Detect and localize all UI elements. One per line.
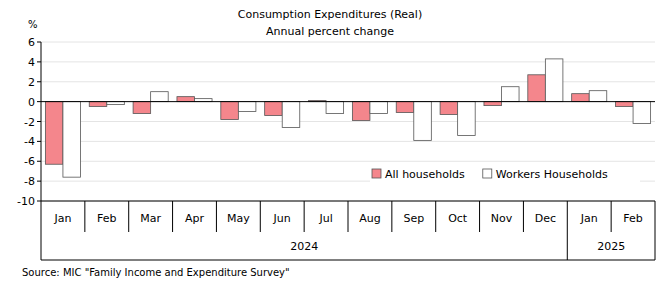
y-tick bbox=[37, 201, 41, 202]
cat-sep bbox=[348, 201, 349, 232]
bar bbox=[133, 102, 151, 114]
y-tick bbox=[37, 141, 41, 142]
grid-line bbox=[41, 141, 655, 142]
bar bbox=[545, 59, 563, 102]
x-tick-label: Jul bbox=[318, 212, 332, 225]
bars bbox=[45, 59, 650, 177]
y-tick bbox=[37, 42, 41, 43]
x-tick-label: Feb bbox=[97, 212, 116, 225]
cat-sep bbox=[41, 201, 42, 232]
bar bbox=[352, 102, 370, 121]
y-tick-label: -6 bbox=[24, 155, 35, 168]
grid-line bbox=[41, 42, 655, 43]
legend-bg bbox=[370, 164, 640, 184]
y-tick bbox=[37, 101, 41, 102]
grid-line bbox=[41, 161, 655, 162]
y-tick-label: -10 bbox=[17, 195, 35, 208]
grid-line bbox=[41, 121, 655, 122]
x-tick-label: Apr bbox=[185, 212, 205, 225]
bar bbox=[151, 92, 169, 102]
bar bbox=[45, 102, 63, 165]
bar bbox=[326, 102, 344, 114]
bar bbox=[370, 102, 388, 114]
bar bbox=[221, 102, 239, 120]
cat-sep bbox=[655, 201, 656, 232]
group-label: 2024 bbox=[290, 240, 318, 253]
x-tick-label: Oct bbox=[448, 212, 468, 225]
y-tick-label: -2 bbox=[24, 116, 35, 129]
bar bbox=[633, 102, 651, 124]
bar bbox=[396, 102, 414, 113]
y-tick bbox=[37, 61, 41, 62]
cat-sep bbox=[216, 201, 217, 232]
y-tick bbox=[37, 121, 41, 122]
bar bbox=[484, 102, 502, 106]
cat-sep bbox=[567, 201, 568, 232]
y-tick-label: 0 bbox=[28, 96, 35, 109]
group-sep bbox=[655, 232, 656, 260]
x-tick-label: Dec bbox=[535, 212, 556, 225]
x-tick-label: May bbox=[227, 212, 250, 225]
cat-sep bbox=[304, 201, 305, 232]
bar bbox=[177, 97, 195, 102]
cat-sep bbox=[260, 201, 261, 232]
bar bbox=[572, 94, 590, 102]
y-label: % bbox=[28, 19, 38, 30]
bar bbox=[63, 102, 81, 178]
cat-sep bbox=[611, 201, 612, 232]
bar bbox=[589, 91, 607, 102]
legend-swatch bbox=[483, 169, 492, 178]
group-label: 2025 bbox=[597, 240, 625, 253]
x-tick-label: Aug bbox=[359, 212, 380, 225]
cat-sep bbox=[479, 201, 480, 232]
subtitle: Annual percent change bbox=[266, 25, 394, 38]
y-tick bbox=[37, 81, 41, 82]
source: Source: MIC "Family Income and Expenditu… bbox=[22, 267, 290, 278]
x-tick-label: Mar bbox=[140, 212, 161, 225]
y-tick-label: 4 bbox=[28, 56, 35, 69]
cat-sep bbox=[435, 201, 436, 232]
cat-sep bbox=[391, 201, 392, 232]
bar bbox=[440, 102, 458, 115]
legend-swatch bbox=[372, 169, 381, 178]
y-tick bbox=[37, 181, 41, 182]
bar bbox=[238, 102, 256, 112]
y-axis bbox=[41, 42, 42, 201]
bar bbox=[502, 87, 520, 102]
x-tick-label: Jun bbox=[273, 212, 291, 225]
bar bbox=[265, 102, 283, 116]
bottom-frame bbox=[41, 260, 655, 261]
x-tick-label: Jan bbox=[53, 212, 71, 225]
zero-line bbox=[41, 101, 655, 102]
cat-sep bbox=[84, 201, 85, 232]
title: Consumption Expenditures (Real) bbox=[238, 8, 422, 21]
cat-sep bbox=[523, 201, 524, 232]
group-sep bbox=[567, 232, 568, 260]
y-tick-label: -8 bbox=[24, 175, 35, 188]
legend-label: Workers Households bbox=[496, 168, 608, 181]
group-sep bbox=[41, 232, 42, 260]
bar bbox=[458, 102, 476, 136]
x-tick-label: Sep bbox=[403, 212, 424, 225]
y-tick-label: 6 bbox=[28, 36, 35, 49]
y-tick-label: -4 bbox=[24, 135, 35, 148]
cat-sep bbox=[172, 201, 173, 232]
x-tick-label: Nov bbox=[491, 212, 513, 225]
bar bbox=[282, 102, 300, 128]
bar bbox=[528, 75, 546, 102]
x-tick-label: Jan bbox=[580, 212, 598, 225]
legend-label: All households bbox=[385, 168, 465, 181]
x-tick-label: Feb bbox=[623, 212, 642, 225]
bar bbox=[414, 102, 432, 141]
bar bbox=[89, 102, 107, 107]
bar bbox=[616, 102, 634, 107]
cat-sep bbox=[128, 201, 129, 232]
y-tick bbox=[37, 161, 41, 162]
y-tick-label: 2 bbox=[28, 76, 35, 89]
